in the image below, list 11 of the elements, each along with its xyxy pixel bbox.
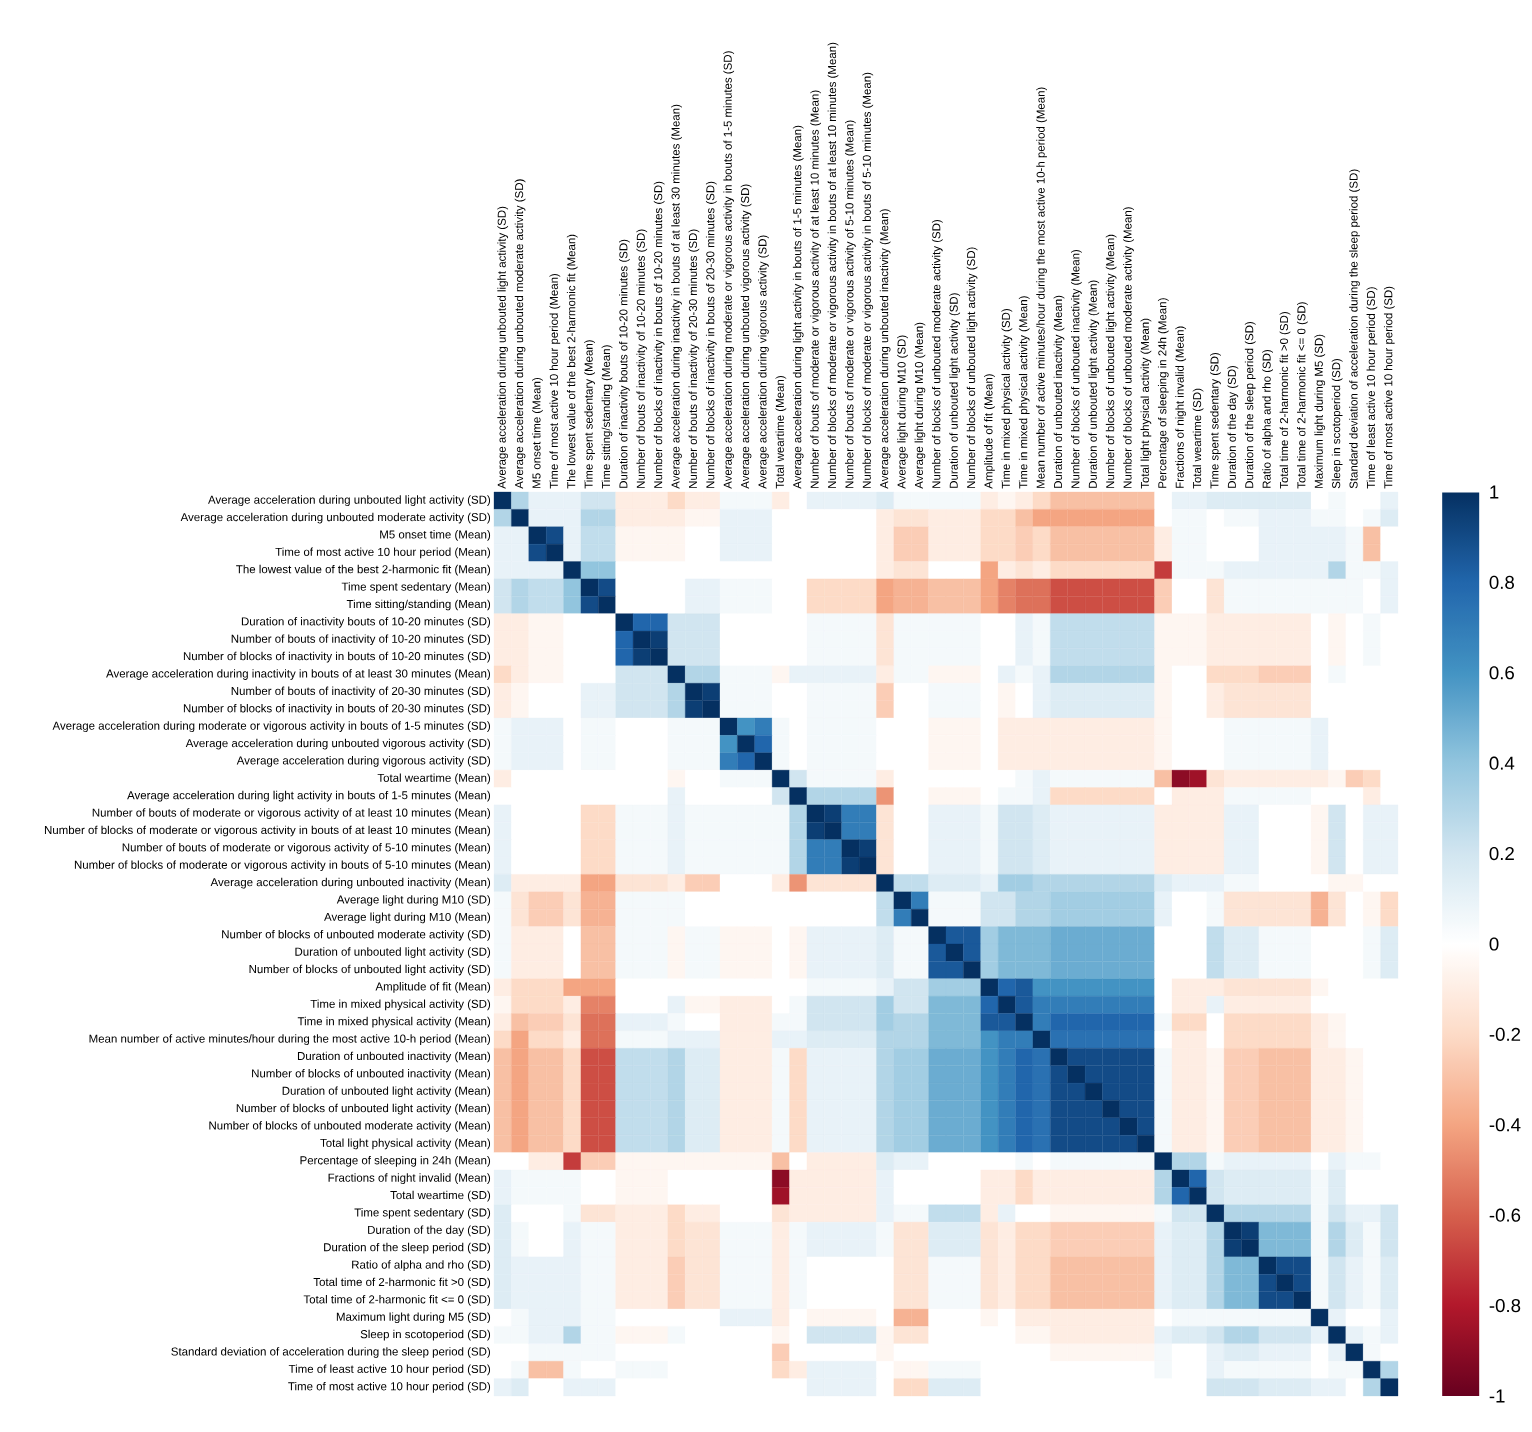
color-bar-label: 1 xyxy=(1490,485,1499,499)
color-bar-label: 0 xyxy=(1489,937,1499,951)
color-bar-label: -0.6 xyxy=(1489,1208,1521,1222)
color-bar-label: -0.8 xyxy=(1489,1298,1521,1313)
color-bar-label: -0.4 xyxy=(1489,1118,1521,1132)
color-bar-label: 0.4 xyxy=(1489,756,1515,770)
color-bar-label: 0.6 xyxy=(1489,666,1514,680)
color-bar-label: -0.2 xyxy=(1489,1027,1521,1041)
color-bar-label: -1 xyxy=(1489,1389,1505,1403)
color-bar-label: 0.2 xyxy=(1489,846,1514,861)
color-bar-label: 0.8 xyxy=(1489,575,1514,589)
